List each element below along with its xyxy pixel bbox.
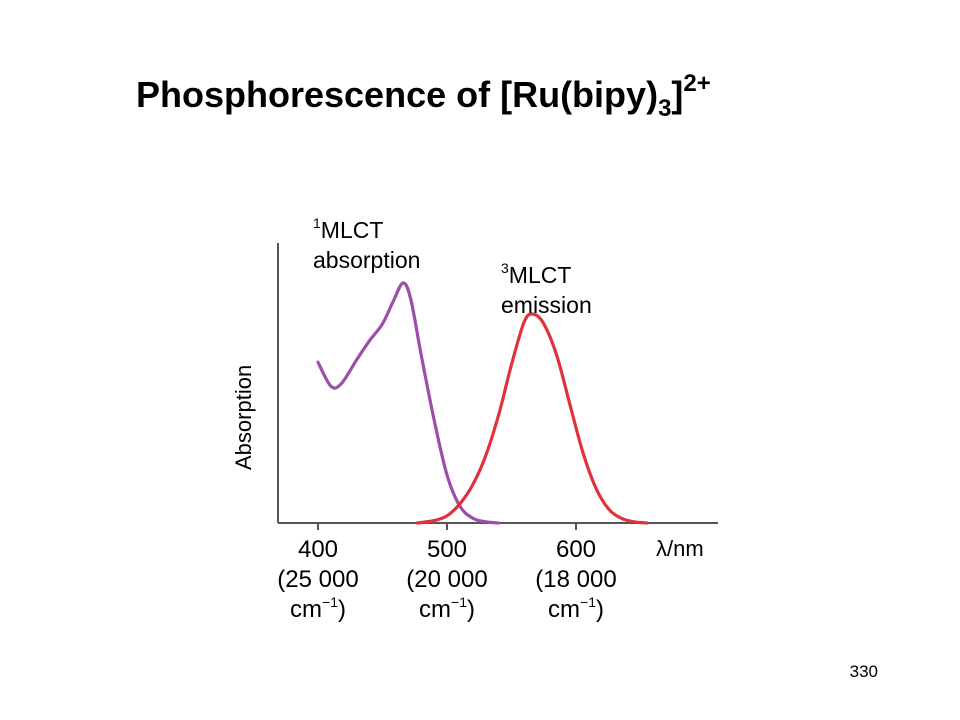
x-tick-unit-600: cm−1) bbox=[548, 594, 604, 623]
x-tick-label-600: 600 bbox=[556, 536, 596, 563]
x-tick-unit-500: cm−1) bbox=[419, 594, 475, 623]
unit-close-paren: ) bbox=[467, 596, 475, 623]
absorption-label-mlct: MLCT bbox=[321, 217, 384, 243]
y-axis-label: Absorption bbox=[231, 365, 256, 470]
slide-title: Phosphorescence of [Ru(bipy)3]2+ bbox=[136, 70, 711, 123]
x-tick-wavenumber-600: (18 000 bbox=[535, 566, 616, 593]
title-main: Phosphorescence of [Ru(bipy) bbox=[136, 74, 659, 115]
x-tick-label-500: 500 bbox=[427, 536, 467, 563]
title-subscript: 3 bbox=[658, 95, 672, 122]
unit-close-paren: ) bbox=[338, 596, 346, 623]
page-number: 330 bbox=[849, 662, 878, 681]
absorption-label-sup: 1 bbox=[313, 215, 321, 231]
unit-cm: cm bbox=[419, 596, 451, 623]
title-superscript: 2+ bbox=[683, 70, 711, 97]
emission-label-mlct: MLCT bbox=[509, 262, 572, 288]
unit-cm: cm bbox=[548, 596, 580, 623]
emission-label-line2: emission bbox=[501, 292, 592, 318]
unit-superscript: −1 bbox=[580, 594, 596, 610]
x-axis-label: λ/nm bbox=[656, 536, 704, 561]
absorption-label-line1: 1MLCT bbox=[313, 215, 383, 243]
x-tick-label-400: 400 bbox=[298, 536, 338, 563]
x-tick-wavenumber-400: (25 000 bbox=[277, 566, 358, 593]
unit-superscript: −1 bbox=[322, 594, 338, 610]
title-close-bracket: ] bbox=[671, 74, 684, 115]
emission-curve bbox=[415, 312, 649, 525]
absorption-curve bbox=[316, 281, 501, 525]
absorption-label-line2: absorption bbox=[313, 247, 420, 273]
emission-label-sup: 3 bbox=[501, 260, 509, 276]
emission-label-line1: 3MLCT bbox=[501, 260, 571, 288]
x-tick-unit-400: cm−1) bbox=[290, 594, 346, 623]
x-tick-wavenumber-500: (20 000 bbox=[406, 566, 487, 593]
unit-cm: cm bbox=[290, 596, 322, 623]
unit-close-paren: ) bbox=[596, 596, 604, 623]
unit-superscript: −1 bbox=[451, 594, 467, 610]
